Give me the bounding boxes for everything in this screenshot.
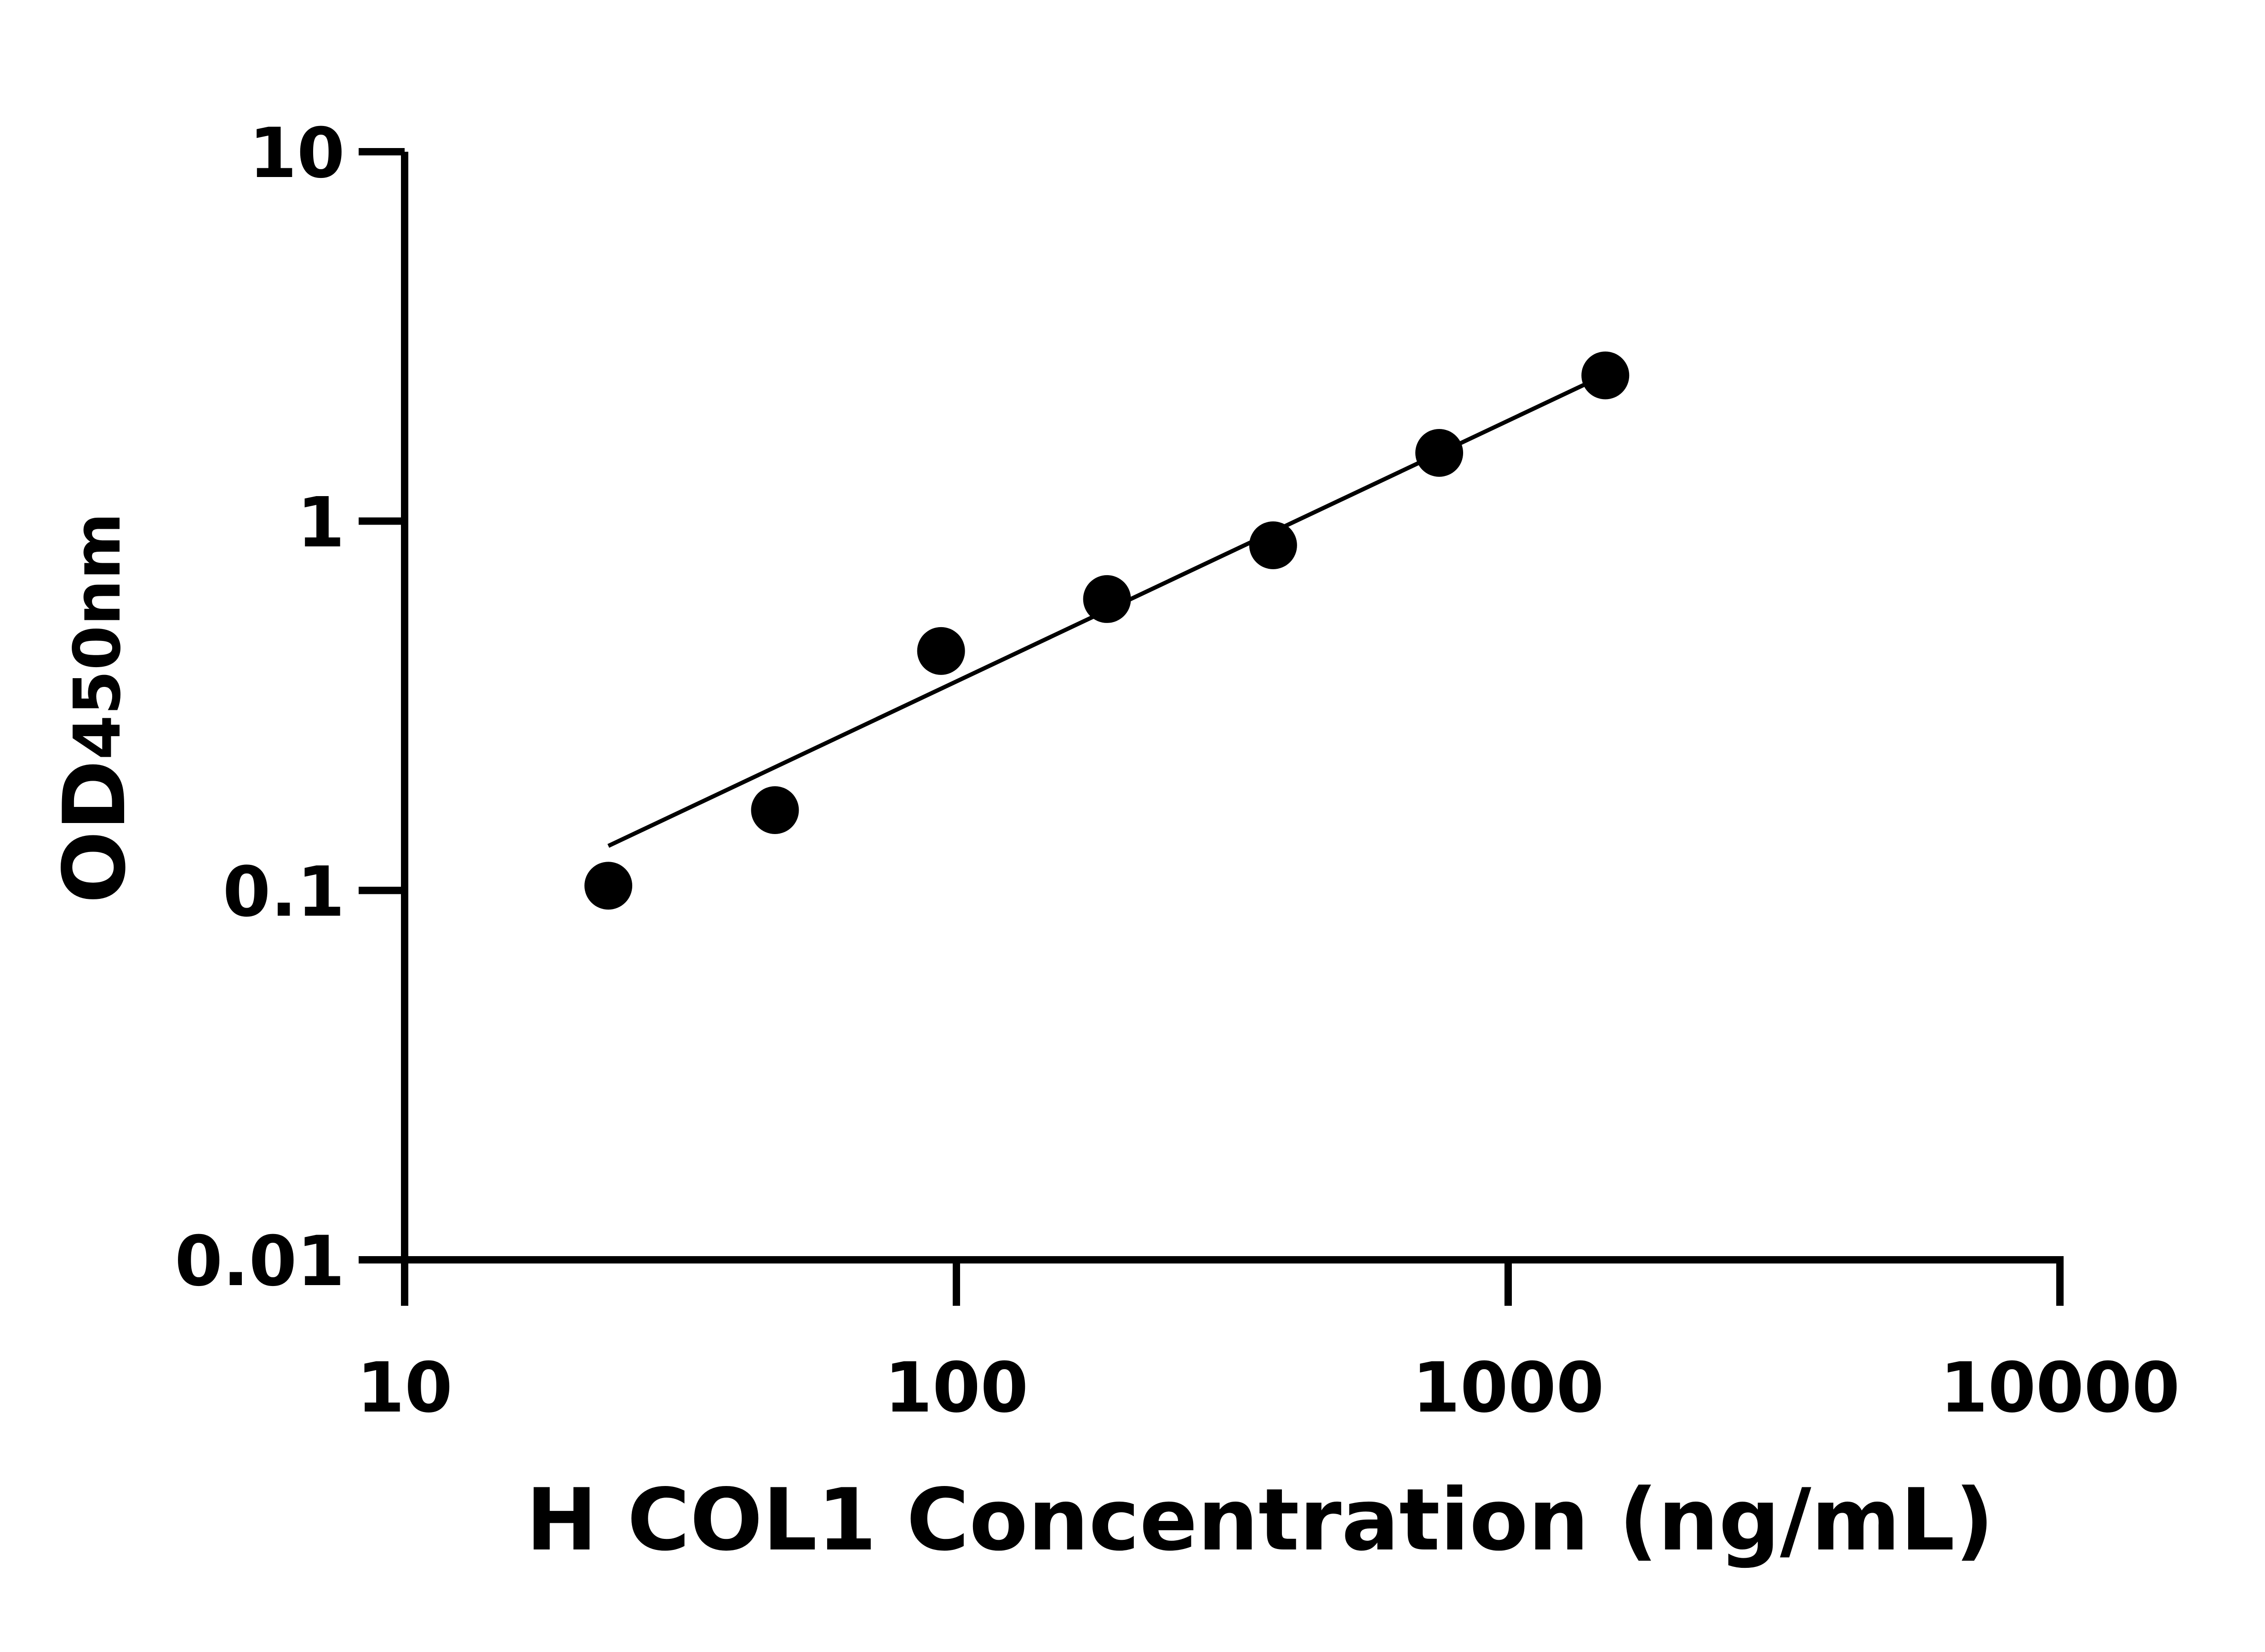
- axes: [359, 148, 2064, 1306]
- x-tick-label: 10000: [1940, 1348, 2180, 1428]
- data-point: [917, 627, 965, 675]
- data-point: [1083, 575, 1131, 623]
- data-point: [584, 862, 633, 910]
- y-axis-title-subscript: 450nm: [60, 513, 135, 760]
- data-point: [1415, 429, 1464, 477]
- y-axis-title-main: OD: [45, 760, 144, 904]
- x-tick-label: 1000: [1412, 1348, 1604, 1428]
- data-points: [584, 351, 1630, 910]
- y-axis-title: OD450nm: [45, 513, 144, 903]
- data-point: [1249, 521, 1297, 569]
- y-tick-label: 0.1: [223, 852, 345, 932]
- y-tick-label: 10: [249, 114, 345, 194]
- x-tick-label: 10: [357, 1348, 453, 1428]
- tick-labels: 0.01 0.1 1 10 10 100 1000 10000: [175, 114, 2180, 1428]
- x-axis-title: H COL1 Concentration (ng/mL): [526, 1470, 1994, 1570]
- y-tick-label: 0.01: [175, 1222, 345, 1302]
- data-point: [751, 786, 799, 834]
- x-tick-label: 100: [884, 1348, 1028, 1428]
- data-point: [1581, 351, 1630, 400]
- y-tick-label: 1: [297, 483, 345, 563]
